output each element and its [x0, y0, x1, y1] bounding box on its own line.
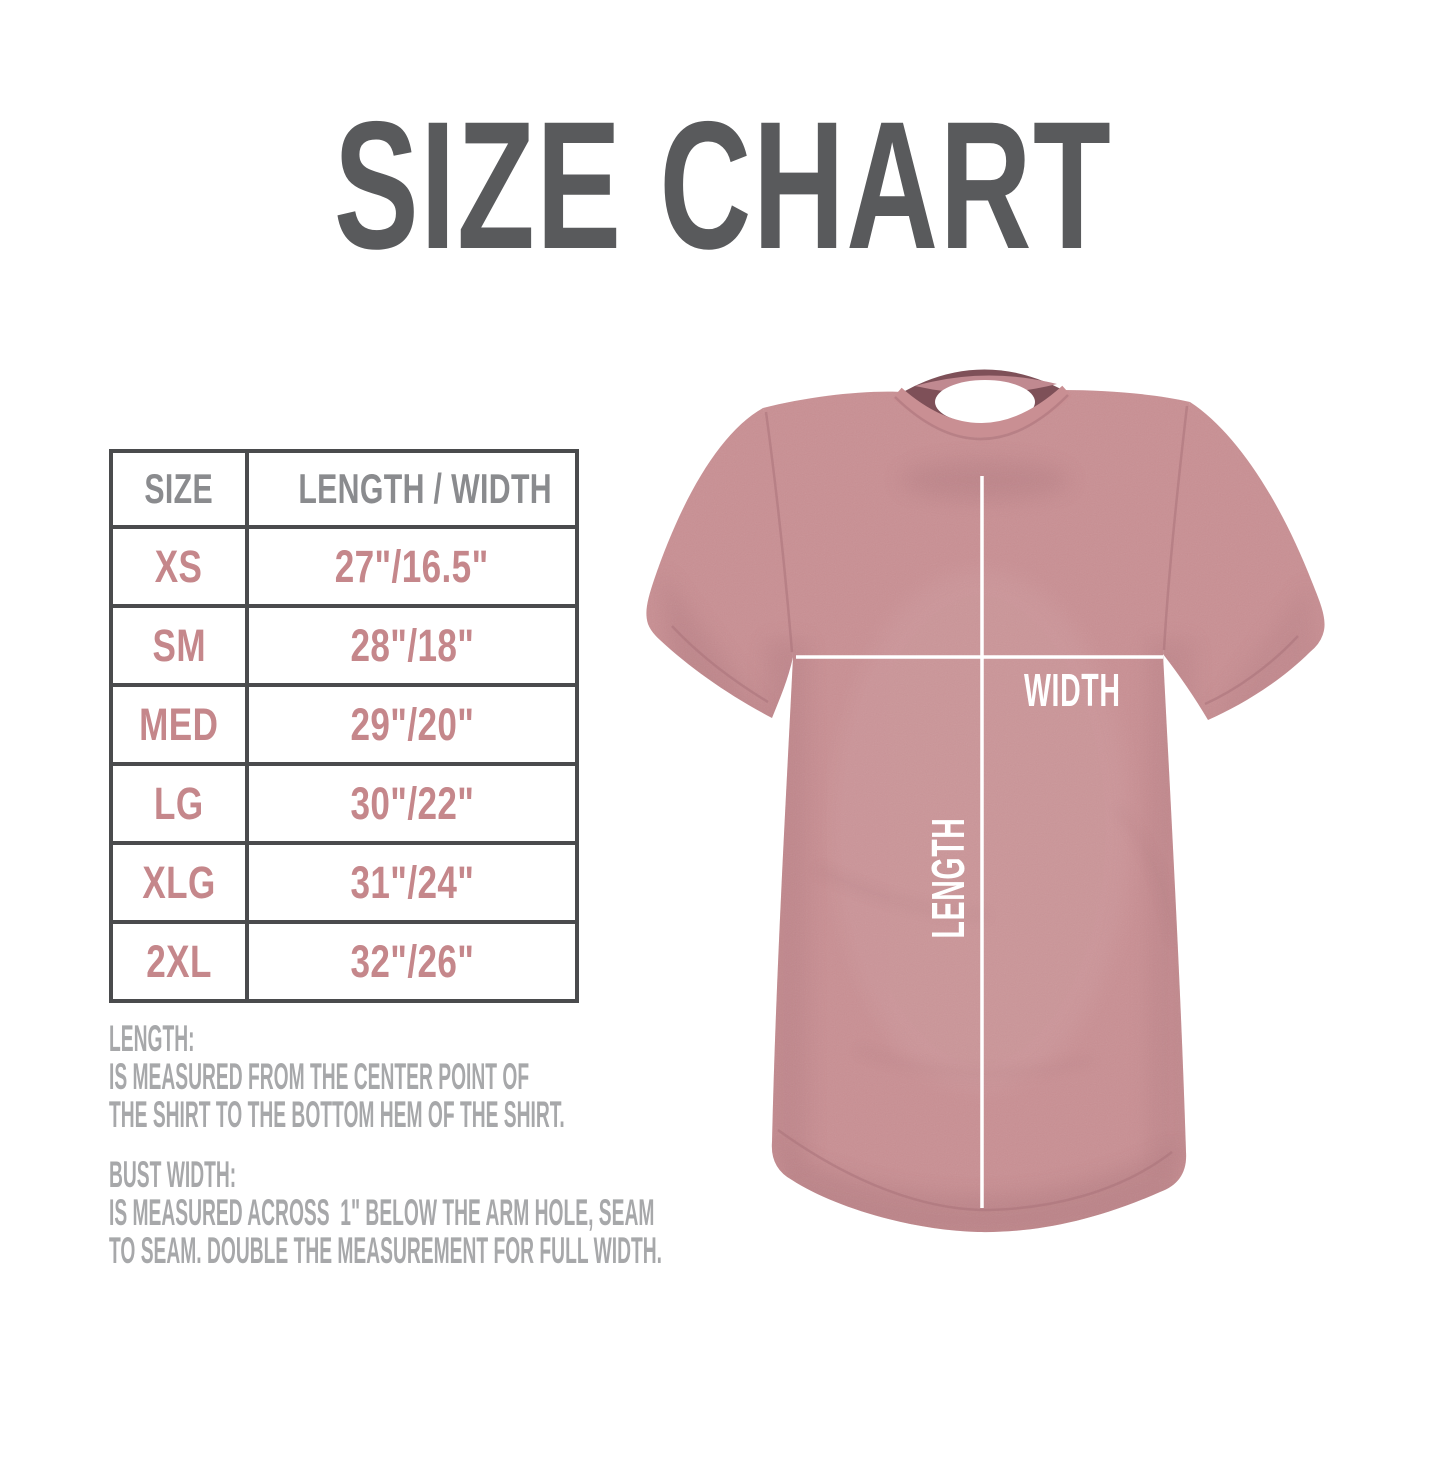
note-line: THE SHIRT TO THE BOTTOM HEM OF THE SHIRT…	[109, 1094, 565, 1135]
length-note: LENGTH: IS MEASURED FROM THE CENTER POIN…	[109, 1020, 689, 1134]
value-cell: 27"/16.5"	[245, 525, 579, 608]
note-line: TO SEAM. DOUBLE THE MEASUREMENT FOR FULL…	[109, 1230, 662, 1271]
length-label: LENGTH	[923, 818, 975, 939]
table-row: XS 27"/16.5"	[109, 525, 579, 608]
header-cell-size: SIZE	[109, 449, 249, 529]
page-title-text: SIZE CHART	[333, 83, 1112, 287]
table-row: SM 28"/18"	[109, 604, 579, 687]
bust-width-note: BUST WIDTH: IS MEASURED ACROSS 1" BELOW …	[109, 1156, 689, 1270]
size-cell: 2XL	[109, 920, 249, 1003]
value-cell: 32"/26"	[245, 920, 579, 1003]
left-sleeve-hem-seam	[671, 625, 769, 704]
size-cell: LG	[109, 762, 249, 845]
measurement-notes: LENGTH: IS MEASURED FROM THE CENTER POIN…	[109, 1020, 689, 1270]
left-shoulder-seam	[764, 411, 794, 653]
value-cell: 29"/20"	[245, 683, 579, 766]
note-line: IS MEASURED FROM THE CENTER POINT OF	[109, 1056, 530, 1097]
table-row: XLG 31"/24"	[109, 841, 579, 924]
page-title: SIZE CHART	[0, 94, 1445, 276]
right-shoulder-seam	[1162, 405, 1189, 651]
right-sleeve-hem-seam	[1204, 635, 1299, 706]
value-cell: 30"/22"	[245, 762, 579, 845]
header-cell-measure: LENGTH / WIDTH	[245, 449, 579, 529]
tshirt-graphic: WIDTH LENGTH	[646, 369, 1325, 1233]
table-row: 2XL 32"/26"	[109, 920, 579, 1003]
value-cell: 28"/18"	[245, 604, 579, 687]
size-cell: XLG	[109, 841, 249, 924]
table-header-row: SIZE LENGTH / WIDTH	[109, 449, 579, 529]
table-row: MED 29"/20"	[109, 683, 579, 766]
tshirt-diagram: WIDTH LENGTH	[646, 369, 1325, 1233]
size-cell: MED	[109, 683, 249, 766]
value-cell: 31"/24"	[245, 841, 579, 924]
width-label: WIDTH	[1024, 665, 1121, 717]
size-table: SIZE LENGTH / WIDTH XS 27"/16.5" SM 28"/…	[109, 449, 579, 1003]
note-heading: LENGTH:	[109, 1018, 195, 1059]
table-row: LG 30"/22"	[109, 762, 579, 845]
heather-texture	[646, 390, 1325, 1233]
bottom-hem-seam	[777, 1128, 1173, 1212]
note-line: IS MEASURED ACROSS 1" BELOW THE ARM HOLE…	[109, 1192, 655, 1233]
size-cell: XS	[109, 525, 249, 608]
collar	[892, 369, 1072, 441]
note-heading: BUST WIDTH:	[109, 1154, 237, 1195]
size-cell: SM	[109, 604, 249, 687]
